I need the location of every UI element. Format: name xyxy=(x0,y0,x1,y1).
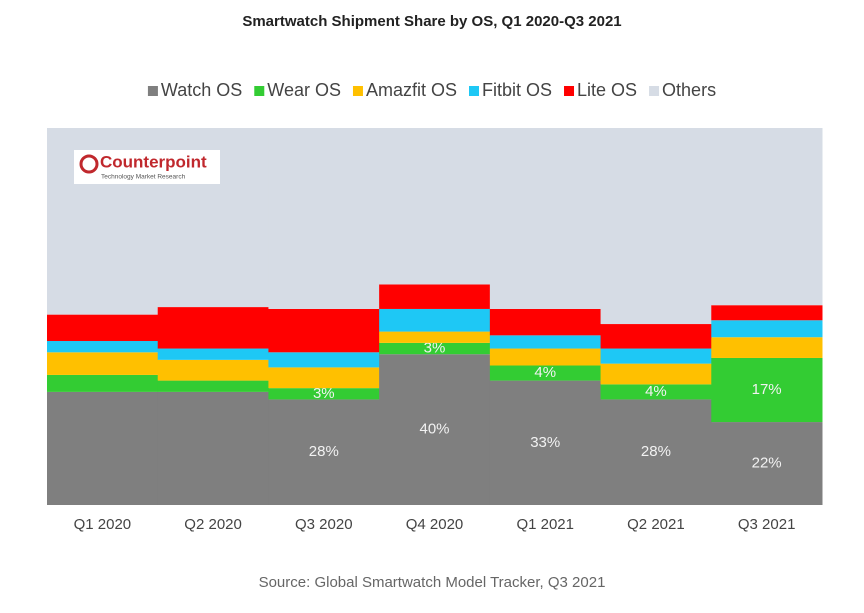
bar-segment xyxy=(379,308,491,332)
bar-segment xyxy=(47,314,159,342)
data-label: 33% xyxy=(530,434,560,451)
legend-swatch xyxy=(254,86,265,96)
legend-label: Fitbit OS xyxy=(482,80,552,100)
logo-name: Counterpoint xyxy=(100,152,207,171)
legend: Watch OS Wear OS Amazfit OS Fitbit OS Lite O… xyxy=(147,80,716,100)
bar-segment xyxy=(157,359,269,381)
x-tick-label: Q1 2020 xyxy=(74,516,132,533)
bar-segment xyxy=(711,422,823,505)
bar-segment xyxy=(379,354,491,505)
bar-segment xyxy=(47,374,159,392)
bar-segment xyxy=(711,305,823,321)
x-tick-label: Q3 2020 xyxy=(295,516,353,533)
bar-segment xyxy=(268,352,380,368)
bar-segment xyxy=(157,391,269,505)
legend-label: Lite OS xyxy=(577,80,637,100)
logo-tagline: Technology Market Research xyxy=(101,174,186,181)
bar-segment xyxy=(379,331,491,343)
plot-area: 28% 3% 40% 3% 33% 4% 28% 4% 22% 17% xyxy=(47,128,823,505)
data-label: 4% xyxy=(645,383,667,400)
bar-segment xyxy=(489,348,602,366)
data-label: 40% xyxy=(419,421,449,438)
chart-title: Smartwatch Shipment Share by OS, Q1 2020… xyxy=(242,13,621,30)
bar-segment xyxy=(379,128,491,285)
bar-segment xyxy=(489,308,602,336)
bar-segment xyxy=(711,128,823,306)
legend-label: Amazfit OS xyxy=(366,80,457,100)
bar-segment xyxy=(379,284,491,309)
x-tick-label: Q1 2021 xyxy=(516,516,574,533)
bar-segment xyxy=(489,128,602,309)
bar-segment xyxy=(157,307,269,349)
bar-segment xyxy=(268,388,380,400)
legend-swatch xyxy=(352,86,363,96)
data-label: 3% xyxy=(313,385,335,402)
bar-segment xyxy=(489,380,602,505)
bar-segment xyxy=(711,337,823,358)
x-tick-label: Q3 2021 xyxy=(738,516,796,533)
bar-segment xyxy=(268,308,380,353)
data-label: 22% xyxy=(752,454,782,471)
bar-segment xyxy=(711,320,823,338)
bar-segment xyxy=(489,365,602,381)
bar-segment xyxy=(711,357,823,423)
bar-segment xyxy=(379,342,491,355)
bar-segment xyxy=(600,384,712,400)
legend-swatch xyxy=(649,86,660,96)
legend-swatch xyxy=(564,86,575,96)
x-tick-label: Q2 2020 xyxy=(184,516,242,533)
source-note: Source: Global Smartwatch Model Tracker,… xyxy=(259,574,606,591)
data-label: 3% xyxy=(424,340,446,357)
data-label: 28% xyxy=(309,443,339,460)
bar-segment xyxy=(268,399,380,505)
data-label: 28% xyxy=(641,443,671,460)
bar-segment xyxy=(47,391,159,505)
bar-segment xyxy=(268,128,380,309)
bar-segment xyxy=(47,352,159,375)
bar-segment xyxy=(47,341,159,353)
legend-label: Others xyxy=(662,80,716,100)
legend-label: Wear OS xyxy=(267,80,341,100)
bar-segment xyxy=(157,348,269,360)
bar-segment xyxy=(600,128,712,325)
legend-swatch xyxy=(147,86,158,96)
bar-segment xyxy=(600,324,712,349)
logo-icon xyxy=(79,154,99,174)
legend-swatch xyxy=(469,86,479,96)
x-tick-label: Q2 2021 xyxy=(627,516,685,533)
x-tick-label: Q4 2020 xyxy=(406,516,464,533)
bar-segment xyxy=(157,380,269,392)
data-label: 4% xyxy=(534,364,556,381)
bar-segment xyxy=(489,335,602,349)
data-label: 17% xyxy=(752,381,782,398)
bar-segment xyxy=(600,348,712,364)
bar-segment xyxy=(600,399,712,505)
logo: Counterpoint Technology Market Research xyxy=(74,150,220,184)
legend-label: Watch OS xyxy=(161,80,242,100)
logo-box xyxy=(74,150,220,184)
bar-segment xyxy=(268,367,380,389)
bar-segment xyxy=(600,363,712,385)
